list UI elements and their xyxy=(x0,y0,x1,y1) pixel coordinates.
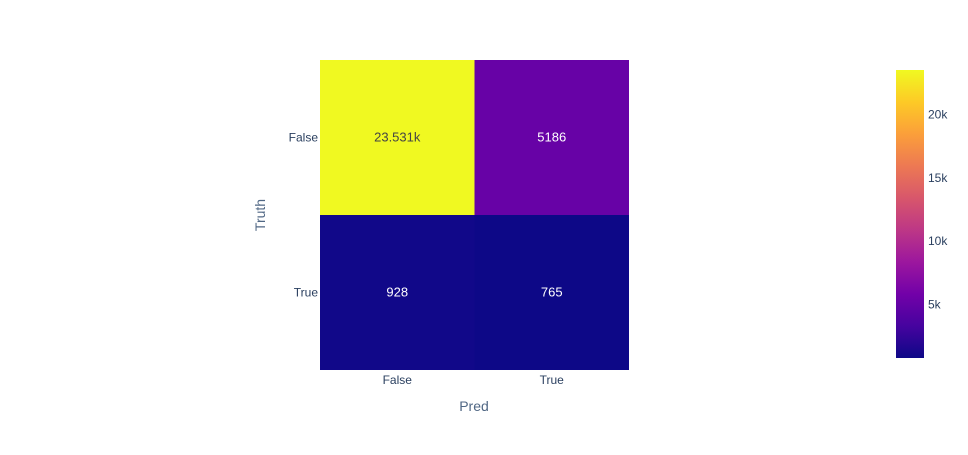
colorbar-tick-label: 20k xyxy=(928,108,948,122)
colorbar-tick-label: 10k xyxy=(928,234,948,248)
heatmap-cell xyxy=(320,60,475,215)
y-axis-title: Truth xyxy=(252,199,268,231)
heatmap-cells xyxy=(320,60,629,370)
y-tick-label: False xyxy=(289,131,319,145)
colorbar-tick-label: 15k xyxy=(928,171,948,185)
colorbar-tick-label: 5k xyxy=(928,297,942,311)
cell-value-label: 5186 xyxy=(537,130,566,145)
cell-value-label: 928 xyxy=(386,285,408,300)
cell-value-label: 23.531k xyxy=(374,130,421,145)
heatmap-cell xyxy=(474,215,629,370)
heatmap-cell-labels: 23.531k 5186 928 765 xyxy=(374,130,566,300)
x-axis-title: Pred xyxy=(459,398,489,414)
y-axis-ticks: False True xyxy=(289,131,319,300)
colorbar-gradient xyxy=(896,70,924,358)
heatmap-cell xyxy=(474,60,629,215)
x-tick-label: False xyxy=(383,373,413,387)
x-axis-ticks: False True xyxy=(383,373,565,387)
colorbar: 5k 10k 15k 20k xyxy=(896,70,948,358)
heatmap-cell xyxy=(320,215,475,370)
cell-value-label: 765 xyxy=(541,285,563,300)
y-tick-label: True xyxy=(294,286,319,300)
colorbar-ticks: 5k 10k 15k 20k xyxy=(928,108,948,312)
x-tick-label: True xyxy=(540,373,565,387)
